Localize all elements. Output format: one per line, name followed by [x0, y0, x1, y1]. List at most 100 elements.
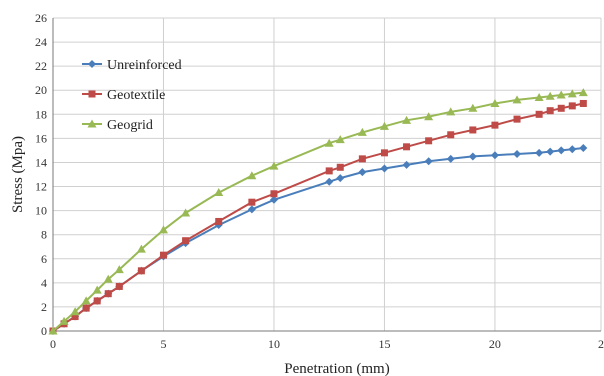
- data-point: [579, 144, 588, 153]
- data-point: [380, 164, 389, 173]
- data-point: [446, 107, 456, 116]
- data-point: [568, 102, 576, 110]
- y-tick-label: 10: [35, 204, 47, 218]
- data-point: [491, 121, 499, 129]
- data-point: [358, 168, 367, 177]
- axes: [52, 18, 601, 332]
- data-point: [158, 225, 168, 234]
- legend-marker: [88, 90, 96, 98]
- legend-item: Geotextile: [82, 88, 165, 103]
- data-point: [104, 290, 112, 298]
- y-tick-label: 0: [41, 324, 47, 338]
- data-point: [247, 205, 256, 214]
- legend-label: Geogrid: [107, 118, 153, 133]
- series-line: [52, 91, 584, 332]
- data-point: [557, 104, 565, 112]
- x-tick-label: 15: [378, 337, 390, 351]
- x-tick-labels: 0 5 10 15 20 2: [50, 337, 604, 351]
- y-tick-label: 2: [41, 300, 47, 314]
- data-point: [115, 282, 123, 290]
- y-tick-label: 6: [41, 252, 47, 266]
- series: [48, 88, 588, 335]
- y-tick-label: 12: [35, 180, 47, 194]
- series-line: [52, 102, 584, 332]
- data-point: [324, 138, 334, 147]
- data-point: [137, 267, 145, 275]
- data-point: [380, 149, 388, 157]
- x-tick-label: 2: [598, 337, 604, 351]
- data-point: [92, 285, 102, 294]
- data-point: [181, 208, 191, 217]
- y-tick-label: 26: [35, 11, 47, 25]
- data-point: [215, 217, 223, 225]
- data-point: [490, 151, 499, 160]
- y-axis-title: Stress (Mpa): [10, 136, 26, 213]
- legend-marker: [88, 60, 96, 68]
- x-tick-label: 0: [50, 337, 56, 351]
- data-point: [59, 316, 69, 325]
- y-tick-label: 14: [35, 155, 47, 169]
- data-point: [136, 244, 146, 253]
- data-point: [182, 237, 190, 245]
- data-point: [336, 163, 344, 171]
- series-geotextile: [49, 99, 587, 335]
- data-point: [336, 174, 345, 183]
- data-point: [490, 98, 500, 107]
- x-tick-label: 5: [160, 337, 166, 351]
- series-geogrid: [48, 88, 588, 335]
- legend-item: Unreinforced: [82, 58, 182, 73]
- data-point: [159, 251, 167, 259]
- data-point: [248, 198, 256, 206]
- data-point: [214, 188, 224, 197]
- data-point: [71, 313, 79, 321]
- data-point: [446, 154, 455, 163]
- data-point: [358, 155, 366, 163]
- data-point: [270, 190, 278, 198]
- data-point: [468, 103, 478, 112]
- data-point: [325, 177, 334, 186]
- series-unreinforced: [49, 144, 588, 335]
- data-point: [534, 92, 544, 101]
- data-point: [567, 89, 577, 98]
- data-point: [447, 131, 455, 139]
- data-point: [424, 112, 434, 121]
- data-point: [579, 99, 587, 107]
- data-point: [578, 88, 588, 97]
- data-point: [425, 137, 433, 145]
- data-point: [325, 167, 333, 175]
- y-tick-label: 24: [35, 35, 47, 49]
- data-point: [269, 161, 279, 170]
- y-tick-label: 16: [35, 131, 47, 145]
- y-tick-label: 4: [41, 276, 47, 290]
- data-point: [535, 148, 544, 157]
- x-tick-label: 20: [489, 337, 501, 351]
- data-point: [568, 145, 577, 154]
- legend: Unreinforced Geotextile Geogrid: [82, 58, 182, 133]
- y-tick-label: 22: [35, 59, 47, 73]
- y-tick-label: 18: [35, 107, 47, 121]
- x-tick-label: 10: [268, 337, 280, 351]
- data-point: [513, 150, 522, 159]
- grid: [53, 17, 602, 331]
- data-point: [402, 115, 412, 124]
- data-point: [379, 121, 389, 130]
- data-point: [82, 304, 90, 312]
- data-point: [70, 307, 80, 316]
- legend-marker: [87, 119, 97, 128]
- data-point: [545, 91, 555, 100]
- data-point: [556, 90, 566, 99]
- x-axis-title: Penetration (mm): [284, 361, 389, 376]
- data-point: [513, 115, 521, 123]
- data-point: [269, 195, 278, 204]
- data-point: [247, 171, 257, 180]
- data-point: [48, 326, 58, 335]
- data-point: [535, 110, 543, 118]
- data-point: [81, 296, 91, 305]
- data-point: [402, 160, 411, 169]
- data-point: [424, 157, 433, 166]
- y-tick-label: 20: [35, 83, 47, 97]
- legend-item: Geogrid: [82, 118, 153, 133]
- data-point: [335, 135, 345, 144]
